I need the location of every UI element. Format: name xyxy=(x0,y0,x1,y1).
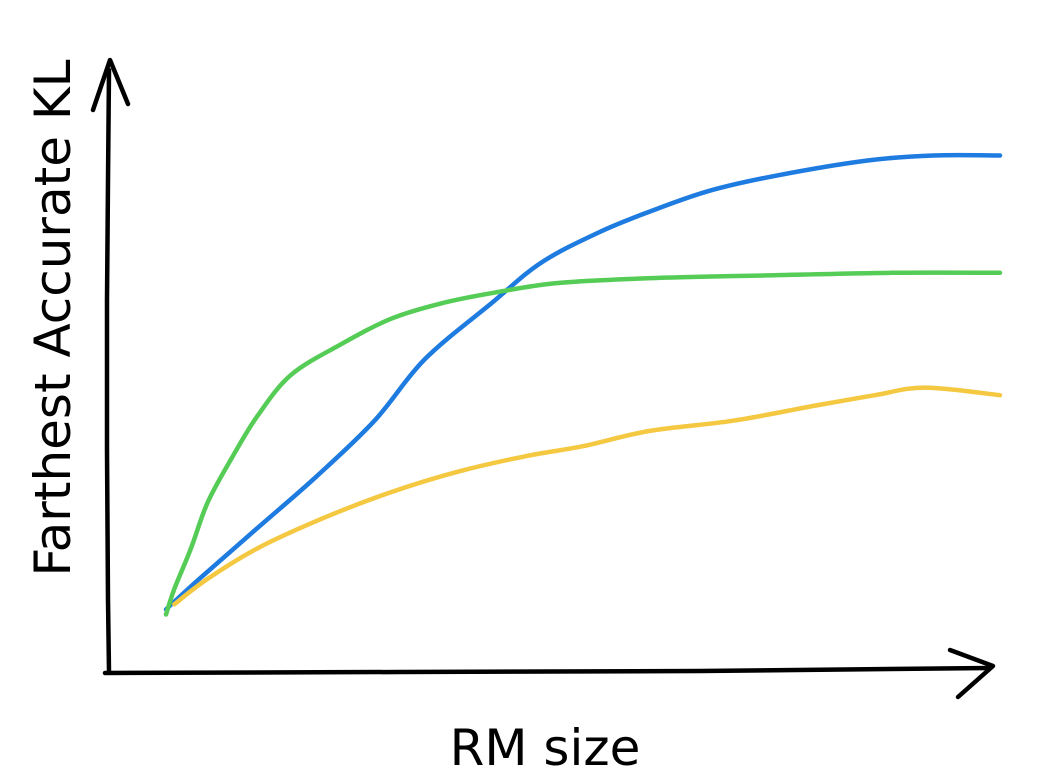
y-axis-line xyxy=(104,67,112,675)
series-line-1 xyxy=(163,152,1003,612)
y-axis-title: Farthest Accurate KL xyxy=(24,59,82,576)
x-axis-line xyxy=(102,665,993,676)
axes xyxy=(90,57,996,700)
series-layer xyxy=(163,152,1003,617)
series-line-3 xyxy=(172,385,1003,607)
y-axis-arrowhead xyxy=(90,57,131,113)
series-line-2 xyxy=(163,270,1003,617)
x-axis-title: RM size xyxy=(450,719,641,777)
x-axis-arrowhead xyxy=(947,647,996,700)
